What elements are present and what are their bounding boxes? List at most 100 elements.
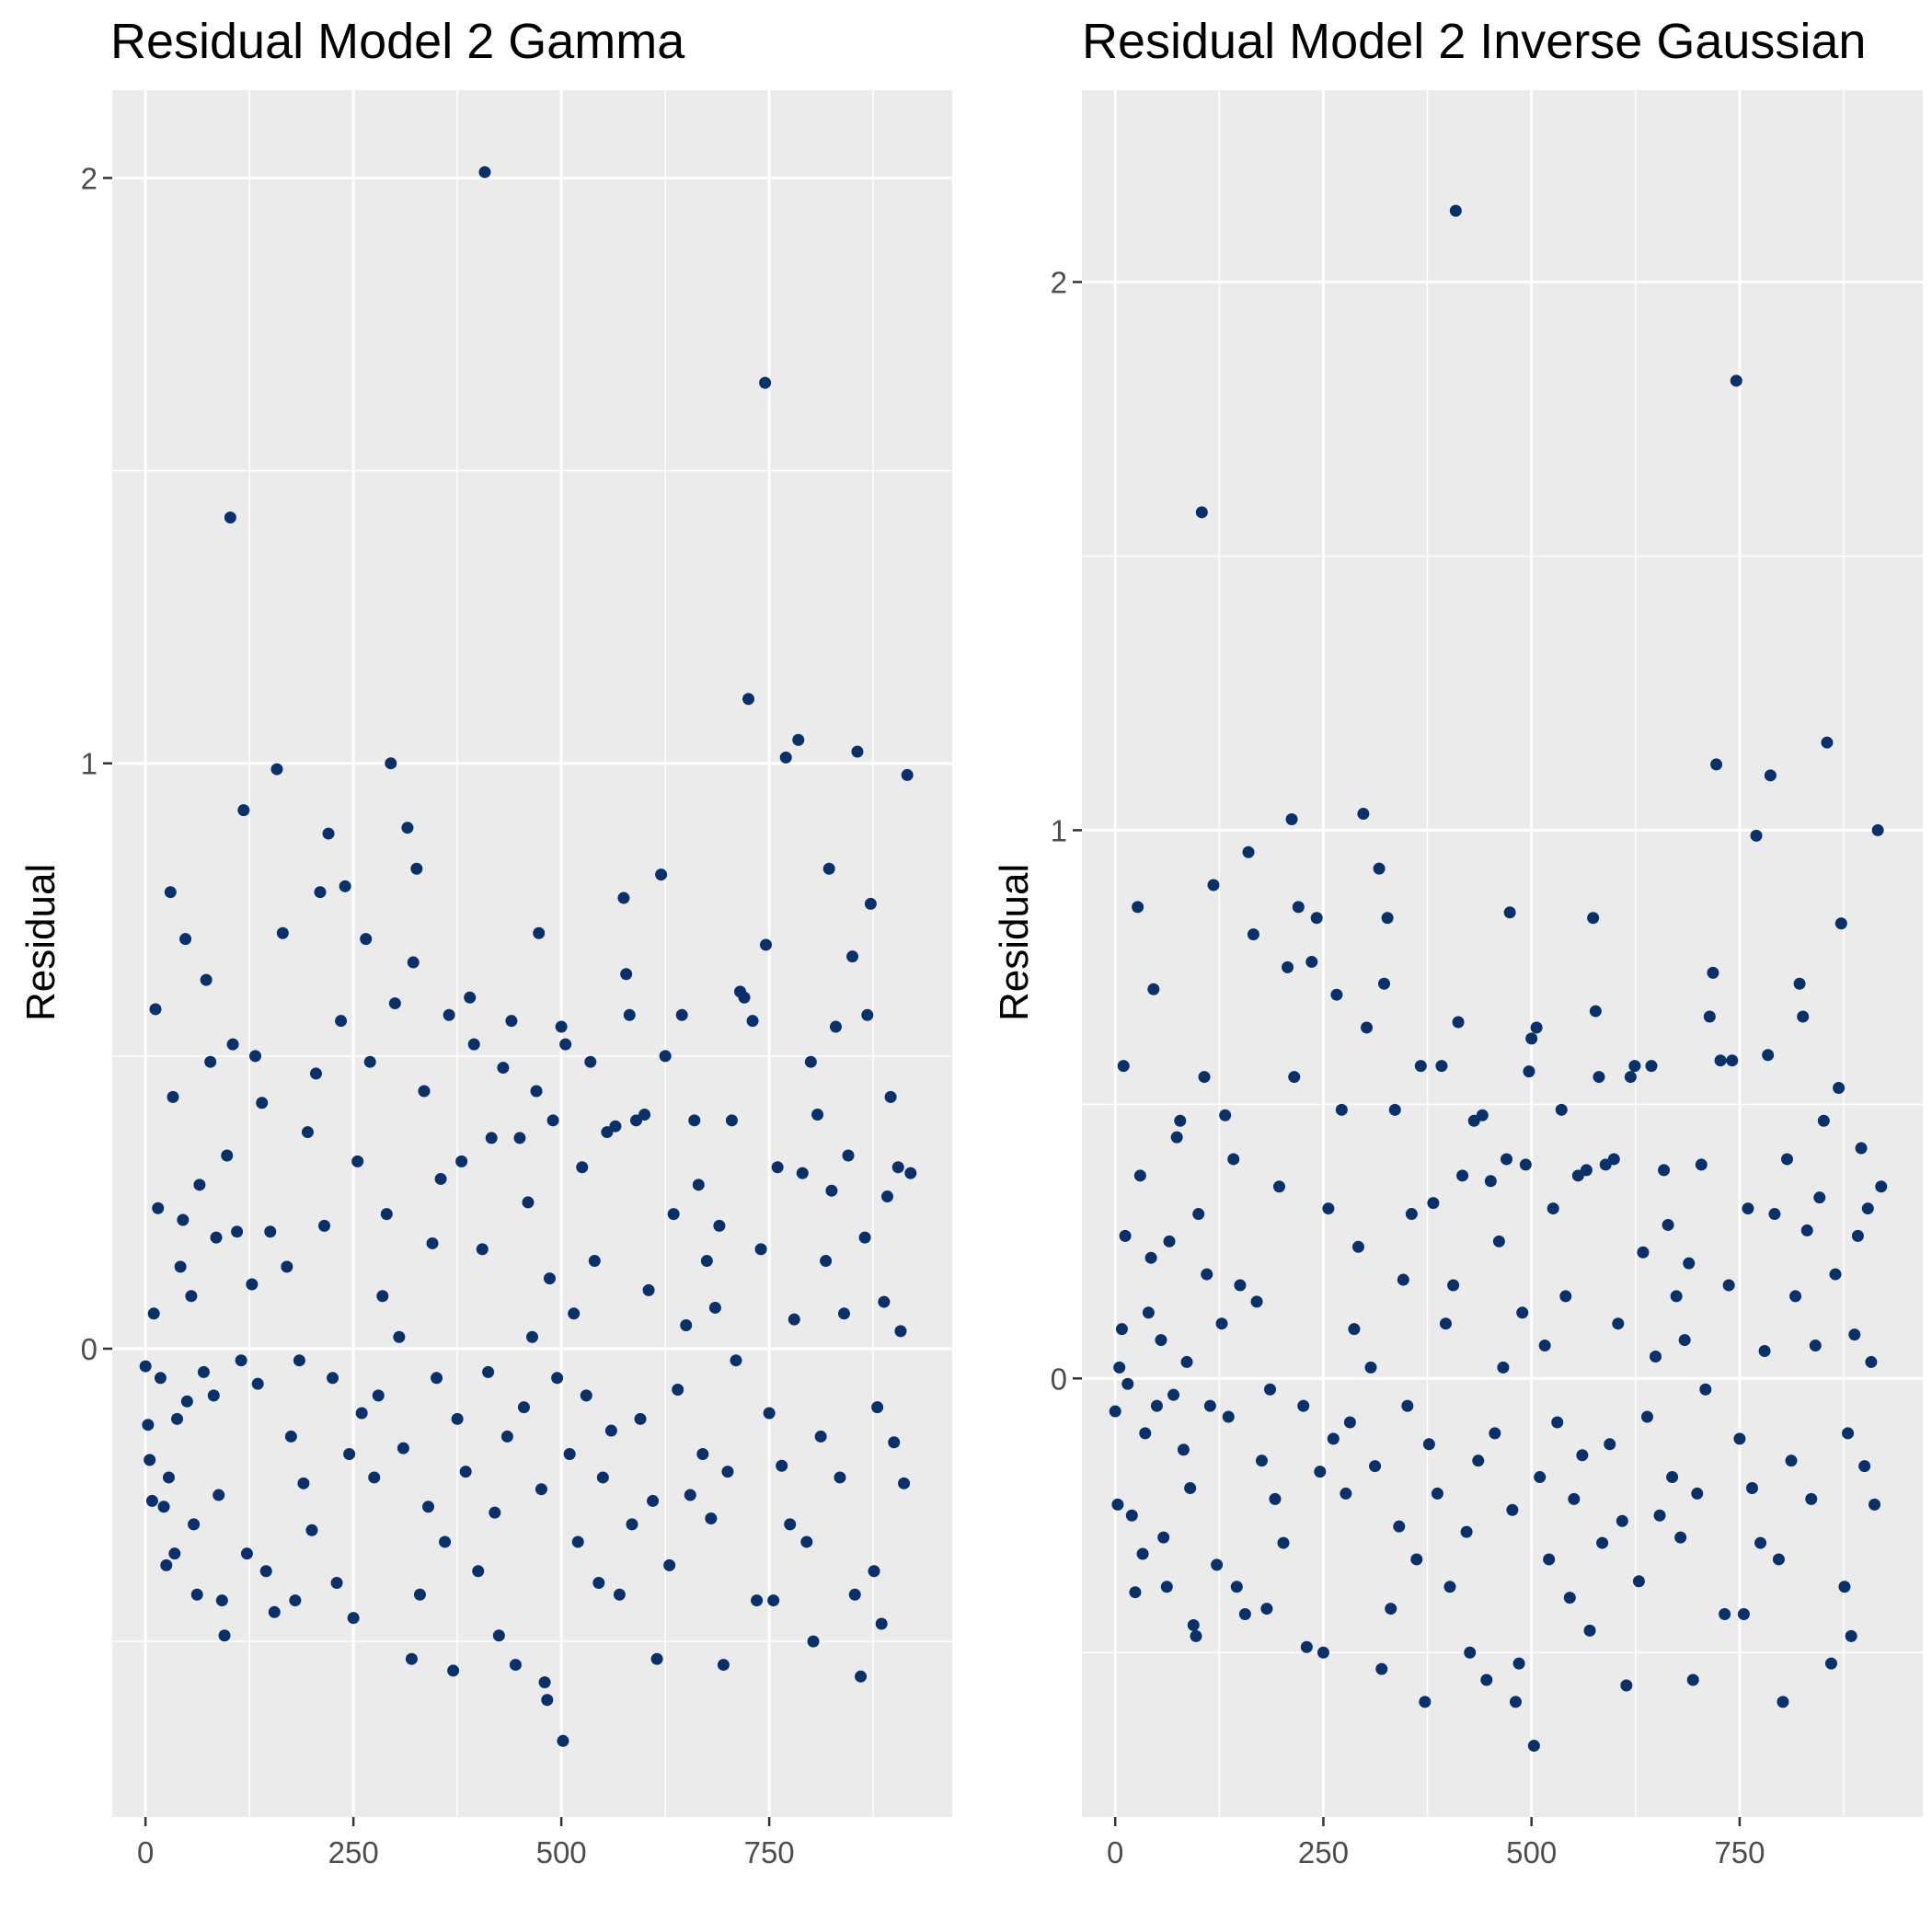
data-point bbox=[305, 1524, 318, 1536]
data-point bbox=[888, 1436, 901, 1449]
data-point bbox=[1489, 1427, 1501, 1440]
data-point bbox=[1845, 1629, 1857, 1642]
y-tick-label: 2 bbox=[1051, 266, 1067, 300]
data-point bbox=[301, 1126, 314, 1139]
data-point bbox=[418, 1085, 431, 1098]
data-point bbox=[647, 1494, 660, 1507]
data-point bbox=[1686, 1673, 1699, 1686]
data-point bbox=[218, 1629, 231, 1642]
data-point bbox=[891, 1161, 904, 1174]
data-point bbox=[1733, 1432, 1746, 1445]
data-point bbox=[1113, 1361, 1126, 1374]
data-point bbox=[443, 1008, 455, 1021]
data-point bbox=[1242, 845, 1255, 858]
data-point bbox=[1250, 1295, 1263, 1308]
data-point bbox=[455, 1155, 468, 1167]
data-point bbox=[1190, 1629, 1202, 1642]
data-point bbox=[197, 1365, 210, 1378]
data-point bbox=[901, 768, 914, 781]
data-point bbox=[1476, 1109, 1489, 1121]
inverse-gaussian-residual-panel: Residual Model 2 Inverse Gaussian Residu… bbox=[966, 0, 1932, 1932]
data-point bbox=[1726, 1054, 1739, 1067]
data-point bbox=[180, 1395, 193, 1408]
data-point bbox=[1447, 1279, 1460, 1292]
data-point bbox=[1322, 1202, 1335, 1215]
data-point bbox=[1587, 912, 1600, 925]
data-point bbox=[489, 1506, 501, 1519]
data-point bbox=[1157, 1531, 1170, 1544]
data-point bbox=[1530, 1021, 1543, 1034]
data-point bbox=[1297, 1399, 1310, 1412]
data-point bbox=[1305, 955, 1318, 968]
data-point bbox=[1195, 506, 1208, 519]
data-point bbox=[634, 1412, 647, 1425]
data-point bbox=[1497, 1361, 1510, 1374]
data-point bbox=[535, 1483, 547, 1496]
data-point bbox=[1435, 1060, 1448, 1073]
data-point bbox=[629, 1114, 642, 1127]
data-point bbox=[1824, 1657, 1837, 1670]
data-point bbox=[543, 1272, 556, 1285]
data-point bbox=[1730, 374, 1742, 387]
data-point bbox=[1369, 1460, 1382, 1473]
data-point bbox=[811, 1108, 824, 1121]
data-point bbox=[767, 1594, 780, 1607]
data-point bbox=[1330, 988, 1343, 1001]
data-point bbox=[792, 733, 805, 746]
data-point bbox=[825, 1184, 838, 1197]
data-point bbox=[642, 1283, 655, 1296]
data-point bbox=[204, 1055, 217, 1068]
data-point bbox=[1405, 1208, 1418, 1221]
data-point bbox=[1343, 1416, 1356, 1429]
data-point bbox=[376, 1290, 389, 1303]
data-point bbox=[393, 1330, 406, 1343]
data-point bbox=[1227, 1153, 1240, 1166]
data-point bbox=[1604, 1438, 1616, 1451]
data-point bbox=[270, 763, 283, 776]
data-point bbox=[1772, 1553, 1785, 1566]
data-point bbox=[1314, 1466, 1327, 1478]
data-point bbox=[1203, 1399, 1216, 1412]
data-point bbox=[1155, 1334, 1167, 1347]
data-point bbox=[322, 827, 335, 840]
data-point bbox=[509, 1659, 522, 1672]
data-point bbox=[482, 1365, 495, 1378]
data-point bbox=[829, 1020, 842, 1033]
data-point bbox=[1422, 1438, 1435, 1451]
data-point bbox=[476, 1243, 489, 1256]
plot-background bbox=[1082, 90, 1923, 1817]
data-point bbox=[754, 1243, 767, 1256]
data-point bbox=[1612, 1317, 1625, 1330]
data-point bbox=[193, 1179, 206, 1191]
data-point bbox=[530, 1085, 543, 1098]
data-point bbox=[1388, 1103, 1401, 1116]
data-point bbox=[855, 1670, 868, 1683]
data-point bbox=[1745, 1481, 1758, 1494]
data-point bbox=[1385, 1603, 1397, 1616]
data-point bbox=[623, 1008, 636, 1021]
data-point bbox=[492, 1629, 505, 1642]
data-point bbox=[1865, 1355, 1878, 1368]
data-point bbox=[875, 1617, 888, 1630]
data-point bbox=[1805, 1492, 1818, 1505]
data-point bbox=[459, 1466, 472, 1478]
data-point bbox=[164, 886, 177, 899]
data-point bbox=[626, 1518, 638, 1531]
data-point bbox=[650, 1652, 663, 1665]
data-point bbox=[513, 1132, 526, 1144]
data-point bbox=[281, 1260, 293, 1273]
data-point bbox=[500, 1430, 513, 1443]
data-point bbox=[405, 1652, 418, 1665]
data-point bbox=[1264, 1383, 1277, 1396]
data-point bbox=[293, 1354, 305, 1367]
data-point bbox=[1624, 1071, 1637, 1084]
data-point bbox=[763, 1407, 776, 1420]
data-point bbox=[1456, 1169, 1469, 1182]
data-point bbox=[568, 1307, 581, 1320]
data-point bbox=[1503, 906, 1516, 919]
data-point bbox=[1282, 960, 1294, 973]
data-point bbox=[1452, 1016, 1465, 1029]
data-point bbox=[1167, 1388, 1180, 1401]
data-point bbox=[1534, 1471, 1547, 1484]
data-point bbox=[152, 1202, 165, 1214]
